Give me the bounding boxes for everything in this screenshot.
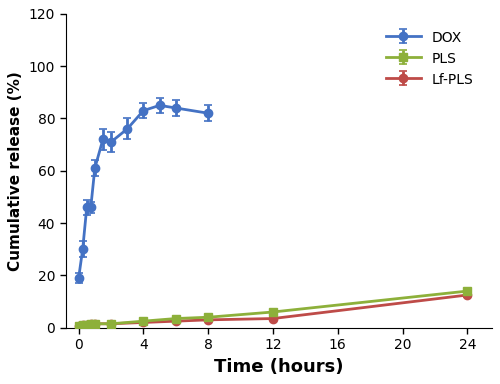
Y-axis label: Cumulative release (%): Cumulative release (%) — [8, 71, 24, 271]
Legend: DOX, PLS, Lf-PLS: DOX, PLS, Lf-PLS — [379, 24, 480, 94]
X-axis label: Time (hours): Time (hours) — [214, 358, 344, 376]
